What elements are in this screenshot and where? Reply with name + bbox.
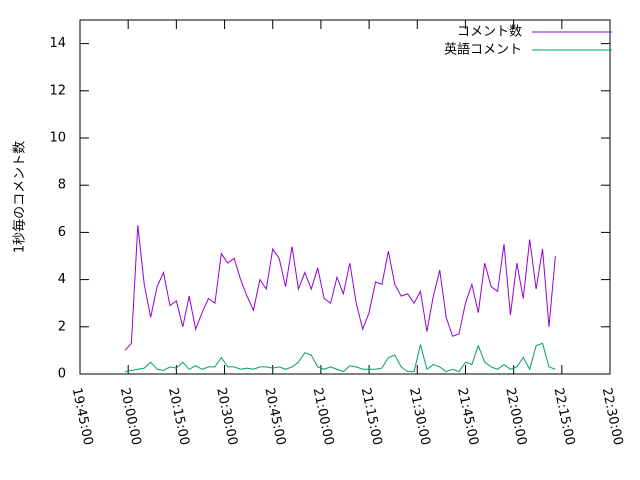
y-tick-label: 2 — [58, 319, 66, 334]
y-tick-label: 10 — [49, 131, 66, 146]
x-tick-label: 20:45:00 — [261, 386, 288, 446]
legend-label: コメント数 — [457, 25, 522, 40]
x-tick-label: 20:00:00 — [117, 386, 144, 446]
y-tick-label: 4 — [58, 272, 66, 287]
x-tick-label: 21:00:00 — [310, 386, 337, 446]
x-tick-label: 22:00:00 — [502, 386, 529, 446]
x-tick-label: 20:15:00 — [165, 386, 192, 446]
series-line — [124, 342, 556, 373]
x-tick-label: 21:30:00 — [406, 386, 433, 446]
legend-label: 英語コメント — [444, 42, 522, 58]
x-tick-label: 22:30:00 — [599, 386, 626, 446]
x-tick-label: 21:15:00 — [358, 386, 385, 446]
y-tick-label: 8 — [58, 178, 66, 193]
y-tick-label: 6 — [58, 225, 66, 240]
y-axis-label: 1秒毎のコメント数 — [12, 141, 28, 253]
y-tick-label: 0 — [58, 367, 66, 382]
y-tick-label: 14 — [49, 36, 66, 51]
x-tick-label: 19:45:00 — [69, 386, 96, 446]
y-tick-label: 12 — [49, 83, 66, 98]
x-tick-label: 20:30:00 — [213, 386, 240, 446]
x-tick-label: 22:15:00 — [550, 386, 577, 446]
plot-border — [79, 19, 611, 375]
series-line — [124, 225, 556, 351]
x-tick-label: 21:45:00 — [454, 386, 481, 446]
